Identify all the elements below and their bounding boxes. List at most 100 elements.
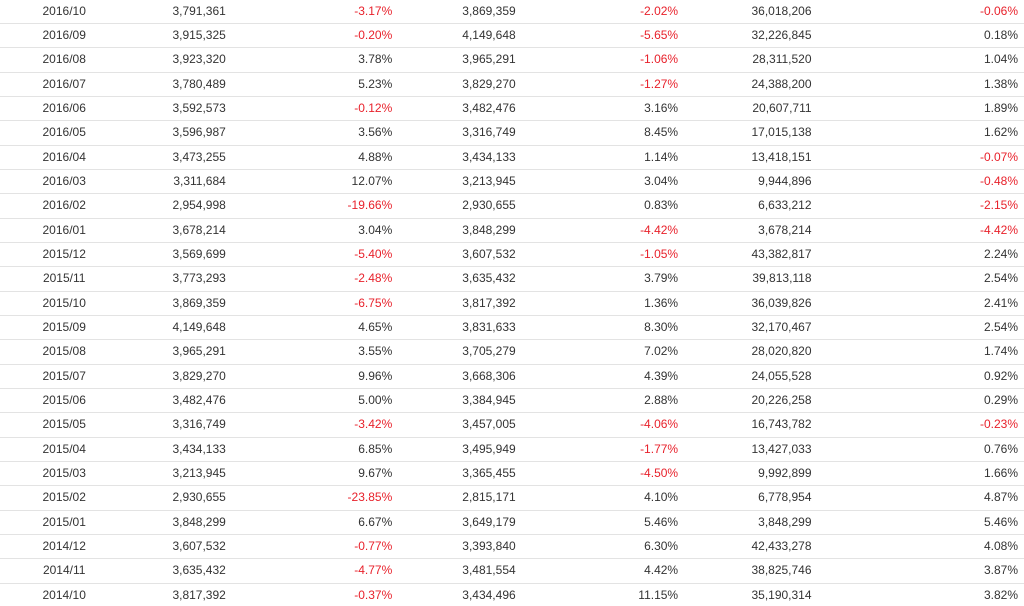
change-3-cell: 1.66% xyxy=(876,461,1024,487)
value-1-cell: 3,773,293 xyxy=(135,266,286,292)
month-cell: 2014/10 xyxy=(0,583,136,606)
change-1-cell: 12.07% xyxy=(285,169,434,195)
change-3-cell: 0.18% xyxy=(876,23,1024,49)
table-row: 2015/03 3,213,945 9.67% 3,365,455 -4.50% 9,99… xyxy=(0,461,1024,487)
value-1-cell: 2,930,655 xyxy=(135,485,286,511)
change-3-cell: 1.38% xyxy=(876,72,1024,97)
table-row: 2016/01 3,678,214 3.04% 3,848,299 -4.42% 3,67… xyxy=(0,218,1024,243)
change-3-cell: 3.87% xyxy=(876,558,1024,584)
value-1-cell: 3,592,573 xyxy=(135,96,286,122)
change-2-cell: -1.27% xyxy=(580,72,728,97)
value-3-cell: 3,678,214 xyxy=(727,218,877,243)
change-1-cell: 3.55% xyxy=(285,339,434,365)
value-2-cell: 3,607,532 xyxy=(433,242,581,268)
month-cell: 2016/03 xyxy=(0,169,136,195)
change-2-cell: 8.30% xyxy=(580,315,728,341)
value-2-cell: 3,848,299 xyxy=(433,218,581,243)
value-2-cell: 3,434,133 xyxy=(433,145,581,170)
value-1-cell: 3,869,359 xyxy=(135,291,286,316)
value-2-cell: 3,869,359 xyxy=(433,0,581,24)
value-1-cell: 3,915,325 xyxy=(135,23,286,49)
change-1-cell: -0.77% xyxy=(285,534,434,560)
month-cell: 2016/07 xyxy=(0,72,136,97)
value-3-cell: 3,848,299 xyxy=(727,510,877,535)
change-1-cell: -4.77% xyxy=(285,558,434,584)
table-row: 2016/10 3,791,361 -3.17% 3,869,359 -2.02% 36,… xyxy=(0,0,1024,24)
table-row: 2016/06 3,592,573 -0.12% 3,482,476 3.16% 20,6… xyxy=(0,96,1024,122)
month-cell: 2015/02 xyxy=(0,485,136,511)
change-2-cell: -1.05% xyxy=(580,242,728,268)
table-row: 2016/07 3,780,489 5.23% 3,829,270 -1.27% 24,3… xyxy=(0,72,1024,97)
change-3-cell: 1.04% xyxy=(876,47,1024,73)
value-1-cell: 3,678,214 xyxy=(135,218,286,243)
change-1-cell: 4.65% xyxy=(285,315,434,341)
value-3-cell: 24,388,200 xyxy=(727,72,877,97)
change-3-cell: -2.15% xyxy=(876,193,1024,219)
month-cell: 2015/01 xyxy=(0,510,136,535)
change-3-cell: -0.23% xyxy=(876,412,1024,438)
value-2-cell: 3,481,554 xyxy=(433,558,581,584)
change-1-cell: -2.48% xyxy=(285,266,434,292)
value-2-cell: 3,384,945 xyxy=(433,388,581,414)
value-3-cell: 35,190,314 xyxy=(727,583,877,606)
month-cell: 2014/12 xyxy=(0,534,136,560)
change-1-cell: 3.56% xyxy=(285,120,434,146)
change-3-cell: -0.06% xyxy=(876,0,1024,24)
change-2-cell: 4.10% xyxy=(580,485,728,511)
value-2-cell: 3,393,840 xyxy=(433,534,581,560)
month-cell: 2015/07 xyxy=(0,364,136,389)
month-cell: 2016/01 xyxy=(0,218,136,243)
change-3-cell: 2.24% xyxy=(876,242,1024,268)
change-1-cell: -3.17% xyxy=(285,0,434,24)
change-3-cell: 0.29% xyxy=(876,388,1024,414)
value-2-cell: 3,705,279 xyxy=(433,339,581,365)
table-row: 2015/09 4,149,648 4.65% 3,831,633 8.30% 32,17… xyxy=(0,315,1024,341)
value-3-cell: 13,418,151 xyxy=(727,145,877,170)
change-3-cell: 1.62% xyxy=(876,120,1024,146)
change-2-cell: 0.83% xyxy=(580,193,728,219)
table-row: 2015/12 3,569,699 -5.40% 3,607,532 -1.05% 43,… xyxy=(0,242,1024,268)
value-2-cell: 3,482,476 xyxy=(433,96,581,122)
change-1-cell: -0.12% xyxy=(285,96,434,122)
value-3-cell: 38,825,746 xyxy=(727,558,877,584)
value-1-cell: 3,780,489 xyxy=(135,72,286,97)
table-row: 2015/01 3,848,299 6.67% 3,649,179 5.46% 3,848… xyxy=(0,510,1024,535)
month-cell: 2015/03 xyxy=(0,461,136,487)
table-row: 2015/05 3,316,749 -3.42% 3,457,005 -4.06% 16,… xyxy=(0,412,1024,438)
value-1-cell: 3,817,392 xyxy=(135,583,286,606)
value-1-cell: 3,965,291 xyxy=(135,339,286,365)
month-cell: 2015/12 xyxy=(0,242,136,268)
table-row: 2016/08 3,923,320 3.78% 3,965,291 -1.06% 28,3… xyxy=(0,47,1024,73)
value-1-cell: 3,213,945 xyxy=(135,461,286,487)
month-cell: 2016/05 xyxy=(0,120,136,146)
change-1-cell: -5.40% xyxy=(285,242,434,268)
change-2-cell: 3.79% xyxy=(580,266,728,292)
month-cell: 2014/11 xyxy=(0,558,136,584)
table-row: 2015/10 3,869,359 -6.75% 3,817,392 1.36% 36,0… xyxy=(0,291,1024,316)
month-cell: 2015/08 xyxy=(0,339,136,365)
change-3-cell: 1.74% xyxy=(876,339,1024,365)
change-3-cell: -4.42% xyxy=(876,218,1024,243)
change-1-cell: 6.67% xyxy=(285,510,434,535)
value-3-cell: 16,743,782 xyxy=(727,412,877,438)
table-row: 2014/12 3,607,532 -0.77% 3,393,840 6.30% 42,4… xyxy=(0,534,1024,560)
change-1-cell: 5.23% xyxy=(285,72,434,97)
value-2-cell: 3,649,179 xyxy=(433,510,581,535)
change-2-cell: -1.77% xyxy=(580,437,728,462)
value-2-cell: 3,495,949 xyxy=(433,437,581,462)
change-2-cell: -4.42% xyxy=(580,218,728,243)
change-1-cell: 5.00% xyxy=(285,388,434,414)
value-2-cell: 3,316,749 xyxy=(433,120,581,146)
change-2-cell: 5.46% xyxy=(580,510,728,535)
change-3-cell: 2.54% xyxy=(876,266,1024,292)
change-2-cell: 2.88% xyxy=(580,388,728,414)
change-3-cell: 3.82% xyxy=(876,583,1024,606)
value-1-cell: 3,434,133 xyxy=(135,437,286,462)
month-cell: 2015/11 xyxy=(0,266,136,292)
table-row: 2014/10 3,817,392 -0.37% 3,434,496 11.15% 35,… xyxy=(0,583,1024,606)
value-3-cell: 9,944,896 xyxy=(727,169,877,195)
change-2-cell: 4.42% xyxy=(580,558,728,584)
table-row: 2016/03 3,311,684 12.07% 3,213,945 3.04% 9,94… xyxy=(0,169,1024,195)
change-1-cell: 4.88% xyxy=(285,145,434,170)
